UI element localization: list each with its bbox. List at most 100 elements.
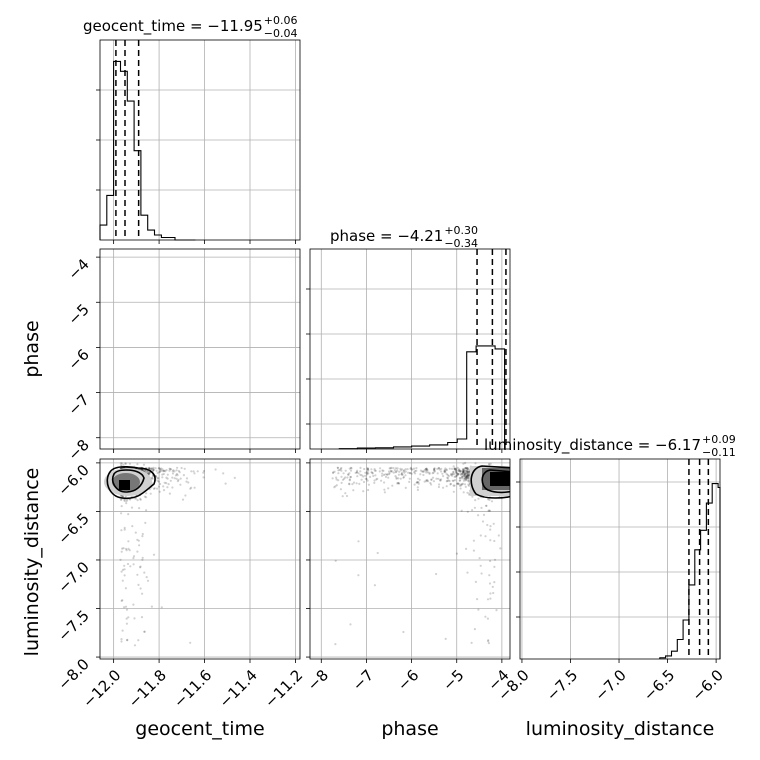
sample-point bbox=[142, 263, 144, 265]
sample-point bbox=[143, 495, 146, 498]
sample-point bbox=[123, 342, 125, 344]
sample-point bbox=[120, 512, 123, 515]
sample-point bbox=[131, 280, 133, 282]
sample-point bbox=[134, 404, 136, 406]
sample-point bbox=[359, 473, 362, 476]
sample-point bbox=[125, 273, 127, 275]
sample-point bbox=[474, 499, 477, 502]
sample-point bbox=[122, 273, 124, 275]
sample-point bbox=[168, 467, 171, 470]
sample-point bbox=[457, 468, 461, 471]
sample-point bbox=[166, 473, 169, 476]
sample-point bbox=[125, 276, 127, 278]
sample-point bbox=[463, 473, 466, 476]
sample-point bbox=[396, 482, 399, 485]
sample-point bbox=[137, 304, 139, 306]
sample-point bbox=[181, 498, 185, 501]
sample-point bbox=[161, 288, 163, 290]
sample-point bbox=[118, 402, 120, 404]
sample-point bbox=[171, 476, 174, 479]
sample-point bbox=[137, 269, 139, 271]
sample-point bbox=[116, 285, 118, 287]
sample-point bbox=[459, 469, 463, 473]
sample-point bbox=[117, 269, 119, 271]
sample-point bbox=[355, 471, 358, 474]
sample-point bbox=[123, 272, 125, 274]
sample-point bbox=[138, 280, 140, 282]
sample-point bbox=[118, 342, 120, 344]
sample-point bbox=[150, 318, 152, 320]
sample-point bbox=[126, 283, 128, 285]
sample-point bbox=[130, 394, 132, 396]
sample-point bbox=[96, 365, 98, 367]
sample-point bbox=[128, 290, 130, 292]
sample-point bbox=[134, 274, 136, 276]
sample-point bbox=[126, 272, 128, 274]
sample-point bbox=[160, 469, 163, 472]
sample-point bbox=[156, 487, 159, 490]
sample-point bbox=[136, 286, 138, 288]
sample-point bbox=[136, 281, 138, 283]
sample-point bbox=[131, 408, 133, 410]
sample-point bbox=[130, 263, 132, 265]
sample-point bbox=[141, 269, 143, 271]
sample-point bbox=[125, 265, 127, 267]
sample-point bbox=[126, 278, 128, 280]
sample-point bbox=[138, 280, 140, 282]
sample-point bbox=[125, 264, 127, 266]
sample-point bbox=[152, 309, 154, 311]
sample-point bbox=[139, 292, 141, 294]
sample-point bbox=[442, 486, 445, 489]
sample-point bbox=[128, 272, 130, 274]
sample-point bbox=[461, 470, 465, 473]
sample-point bbox=[131, 277, 133, 279]
sample-point bbox=[120, 550, 123, 553]
sample-point bbox=[129, 278, 131, 280]
sample-point bbox=[125, 268, 127, 270]
sample-point bbox=[128, 266, 130, 268]
sample-point bbox=[389, 469, 392, 472]
sample-point bbox=[130, 303, 132, 305]
sample-point bbox=[140, 272, 142, 274]
sample-point bbox=[387, 470, 391, 473]
sample-point bbox=[488, 509, 491, 512]
sample-point bbox=[148, 267, 150, 269]
sample-point bbox=[138, 368, 140, 370]
sample-point bbox=[142, 265, 144, 267]
sample-point bbox=[148, 271, 150, 273]
sample-point bbox=[125, 265, 127, 267]
sample-point bbox=[123, 288, 125, 290]
sample-point bbox=[117, 268, 119, 270]
density-geocent-time-phase bbox=[101, 240, 149, 292]
sample-point bbox=[134, 274, 136, 276]
sample-point bbox=[130, 276, 132, 278]
sample-point bbox=[462, 471, 465, 474]
sample-point bbox=[111, 259, 113, 261]
sample-point bbox=[465, 466, 468, 469]
sample-point bbox=[125, 309, 127, 311]
sample-point bbox=[147, 394, 149, 396]
sample-point bbox=[190, 486, 193, 489]
sample-point bbox=[391, 470, 394, 473]
sample-point bbox=[111, 270, 113, 272]
sample-point bbox=[119, 269, 121, 271]
sample-point bbox=[115, 286, 117, 288]
sample-point bbox=[137, 284, 139, 286]
y-tick-label: −6.5 bbox=[54, 510, 92, 548]
sample-point bbox=[426, 471, 429, 474]
sample-point bbox=[212, 264, 214, 266]
sample-point bbox=[114, 269, 116, 271]
sample-point bbox=[131, 262, 133, 264]
sample-point bbox=[137, 264, 139, 266]
y-axis-label: phase bbox=[21, 320, 43, 377]
sample-point bbox=[126, 265, 128, 267]
sample-point bbox=[127, 271, 129, 273]
sample-point bbox=[367, 472, 370, 475]
sample-point bbox=[135, 344, 137, 346]
sample-point bbox=[488, 463, 491, 466]
sample-point bbox=[457, 473, 460, 476]
sample-point bbox=[464, 472, 467, 475]
sample-point bbox=[464, 467, 467, 470]
sample-point bbox=[356, 475, 359, 478]
sample-point bbox=[417, 481, 420, 484]
